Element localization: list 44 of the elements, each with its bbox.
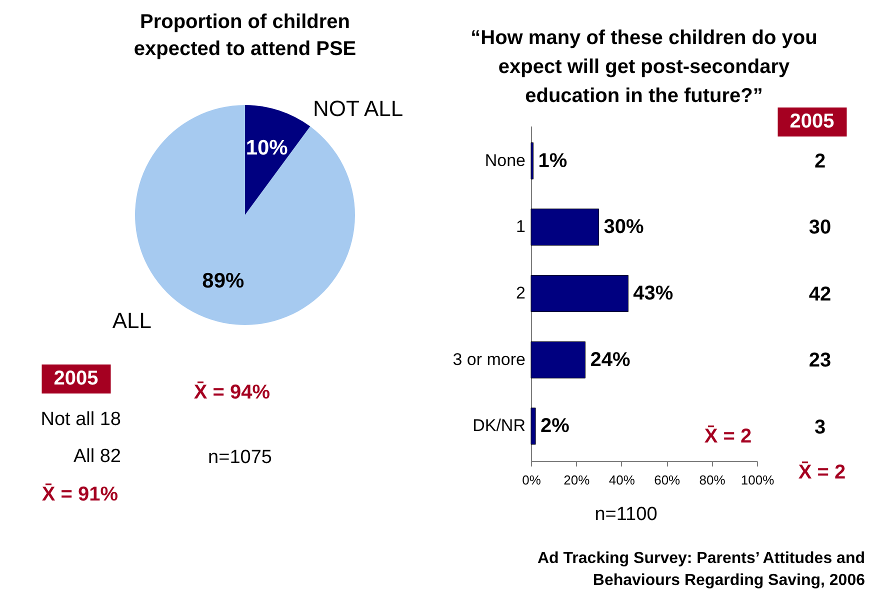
x-tick-label: 40%: [608, 472, 636, 488]
text: X̄ = 91%: [42, 484, 118, 506]
text: 30: [808, 216, 832, 240]
data-label: 43%: [633, 282, 674, 305]
text: X̄ = 94%: [194, 382, 270, 404]
x-tick-label: 60%: [654, 472, 681, 488]
slice-label: ALL: [112, 308, 152, 334]
data-label: 10%: [246, 136, 288, 160]
text: 2: [814, 150, 826, 174]
y-tick-label: 1: [516, 218, 526, 237]
pie-slice: [244, 105, 310, 215]
text: 2005: [778, 108, 846, 136]
text: 3: [814, 416, 826, 440]
y-tick-label: None: [484, 151, 526, 170]
text: 2005: [42, 364, 110, 394]
data-label: 1%: [538, 150, 568, 172]
data-label: 30%: [604, 216, 644, 239]
data-label: 2%: [540, 416, 570, 438]
x-tick-label: 20%: [564, 472, 590, 488]
text: 42: [808, 284, 832, 306]
bar: [530, 408, 536, 446]
y-tick-label: DK/NR: [472, 416, 526, 436]
y-tick-label: 2: [516, 284, 526, 303]
annotation: X̄ = 2: [704, 426, 752, 448]
data-label: 89%: [202, 270, 244, 293]
bar: [530, 142, 534, 180]
bar: [530, 275, 628, 312]
chart-title: Proportion of children expected to attend PSE: [134, 11, 356, 60]
text: 23: [808, 350, 832, 372]
y-tick-label: 3 or more: [452, 350, 526, 370]
x-tick-label: 100%: [740, 472, 775, 488]
bar: [530, 209, 600, 246]
chart-title: “How many of these children do you expect will get post-secondary education in the future?”: [470, 27, 818, 108]
bar: [530, 342, 586, 379]
text: n=1075: [208, 447, 272, 469]
text: Ad Tracking Survey: Parents’ Attitudes and Behaviours Regarding Saving, 2006: [538, 549, 865, 591]
text: All 82: [73, 446, 121, 468]
text: Not all 18: [40, 409, 121, 431]
text: n=1100: [594, 504, 658, 526]
x-tick-label: 0%: [522, 472, 542, 488]
text: X̄ = 2: [798, 462, 846, 484]
data-label: 24%: [590, 349, 630, 372]
x-tick-label: 80%: [699, 472, 726, 488]
slice-label: NOT ALL: [312, 96, 404, 121]
